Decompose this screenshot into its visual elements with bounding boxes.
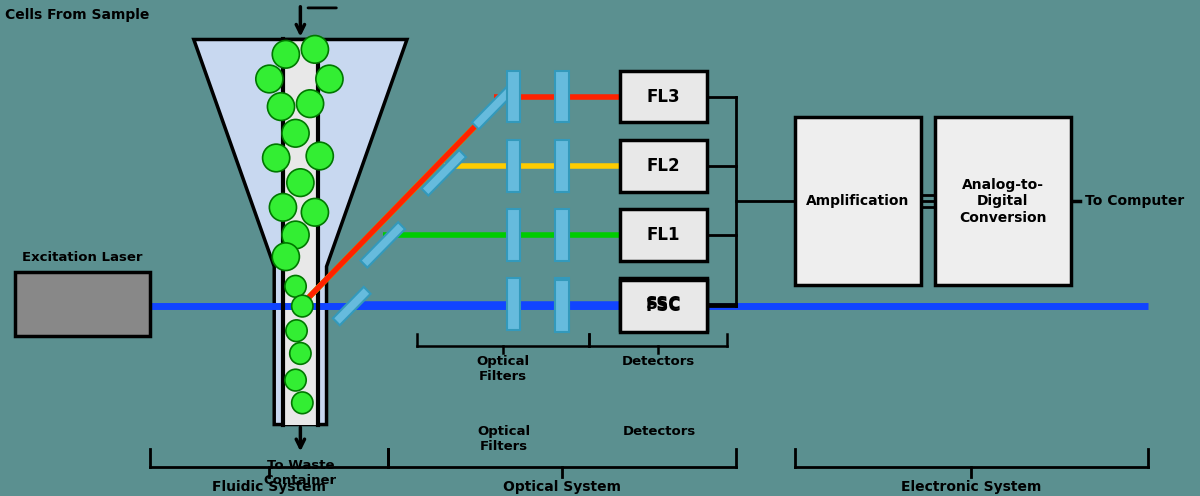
Text: FSC: FSC [646,297,682,315]
Circle shape [301,36,329,63]
Bar [556,71,569,123]
Circle shape [306,142,334,170]
Polygon shape [360,222,406,267]
Bar [620,71,707,123]
Polygon shape [421,150,466,195]
Text: Excitation Laser: Excitation Laser [22,250,143,263]
Circle shape [263,144,289,172]
Circle shape [292,392,313,414]
Bar [283,40,318,425]
Circle shape [272,243,300,270]
Circle shape [316,65,343,93]
Text: Analog-to-
Digital
Conversion: Analog-to- Digital Conversion [959,178,1046,225]
Circle shape [289,343,311,365]
Bar [506,278,521,330]
Circle shape [269,193,296,221]
Text: Cells From Sample: Cells From Sample [5,8,149,22]
Text: Fluidic System: Fluidic System [212,480,326,494]
Bar [556,209,569,260]
Bar [620,278,707,330]
Circle shape [284,275,306,297]
Bar [620,140,707,191]
Polygon shape [193,40,407,425]
Text: Optical
Filters: Optical Filters [478,425,530,452]
Circle shape [286,320,307,342]
Bar [14,271,150,336]
Text: Optical System: Optical System [503,480,620,494]
Circle shape [282,120,310,147]
Bar [556,280,569,332]
Bar [506,71,521,123]
Text: Optical
Filters: Optical Filters [476,356,529,383]
Text: To Waste
Container: To Waste Container [264,459,337,487]
Polygon shape [332,287,371,325]
Text: Electronic System: Electronic System [901,480,1042,494]
Text: To Computer: To Computer [1085,194,1184,208]
Circle shape [301,198,329,226]
Text: FL3: FL3 [647,88,680,106]
Bar [556,278,569,330]
Bar [794,118,920,285]
Text: Detectors: Detectors [622,356,695,369]
Text: Detectors: Detectors [623,425,696,437]
Circle shape [292,295,313,317]
Bar [506,209,521,260]
Text: SSC: SSC [646,295,682,313]
Bar [620,209,707,260]
Text: Amplification: Amplification [806,194,910,208]
Bar [506,140,521,191]
Bar [556,140,569,191]
Circle shape [272,41,300,68]
Text: FL2: FL2 [647,157,680,175]
Circle shape [282,221,310,249]
Bar [620,280,707,332]
Text: FL1: FL1 [647,226,680,244]
Polygon shape [472,84,516,129]
Circle shape [268,93,294,121]
Bar [935,118,1070,285]
Circle shape [284,369,306,391]
Circle shape [256,65,283,93]
Circle shape [287,169,314,196]
Circle shape [296,90,324,118]
